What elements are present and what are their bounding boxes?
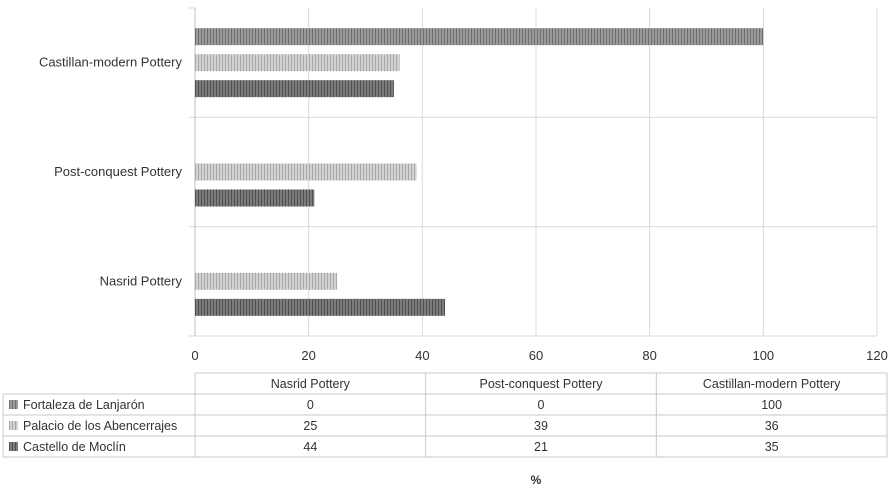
legend-entry: Castello de Moclín (23, 440, 126, 454)
bar (195, 298, 446, 316)
x-tick-label: 80 (642, 348, 656, 363)
data-label: 25 (303, 419, 317, 433)
data-table: Nasrid Pottery Post-conquest Pottery Casti… (2, 372, 888, 458)
table-header-cell: Castillan-modern Pottery (703, 377, 841, 391)
x-tick-label: 20 (301, 348, 315, 363)
data-label: 36 (765, 419, 779, 433)
legend-entry: Fortaleza de Lanjarón (23, 398, 145, 412)
legend-swatch (9, 442, 18, 451)
category-label: Nasrid Pottery (100, 273, 183, 288)
data-label: 39 (534, 419, 548, 433)
bars (195, 28, 764, 316)
labels: 0 20 40 60 80 100 120 Nasrid Pottery Post-conque… (39, 55, 888, 487)
table-header-cell: Post-conquest Pottery (480, 377, 604, 391)
bar (195, 54, 400, 72)
legend-swatch (9, 421, 18, 430)
x-tick-label: 40 (415, 348, 429, 363)
bar (195, 163, 417, 181)
bar (195, 28, 764, 46)
x-tick-label: 100 (752, 348, 774, 363)
category-label: Castillan-modern Pottery (39, 55, 183, 70)
bar (195, 272, 338, 290)
x-tick-label: 120 (866, 348, 888, 363)
bar (195, 189, 315, 207)
table-header-cell: Nasrid Pottery (271, 377, 351, 391)
data-label: 35 (765, 440, 779, 454)
bar (195, 80, 394, 98)
x-tick-label: 0 (191, 348, 198, 363)
data-label: 100 (761, 398, 782, 412)
data-label: 44 (303, 440, 317, 454)
data-label: 0 (538, 398, 545, 412)
x-tick-label: 60 (529, 348, 543, 363)
data-label: 0 (307, 398, 314, 412)
legend-entry: Palacio de los Abencerrajes (23, 419, 177, 433)
category-label: Post-conquest Pottery (54, 164, 182, 179)
legend-swatch (9, 400, 18, 409)
x-axis-label: % (531, 473, 542, 487)
data-label: 21 (534, 440, 548, 454)
